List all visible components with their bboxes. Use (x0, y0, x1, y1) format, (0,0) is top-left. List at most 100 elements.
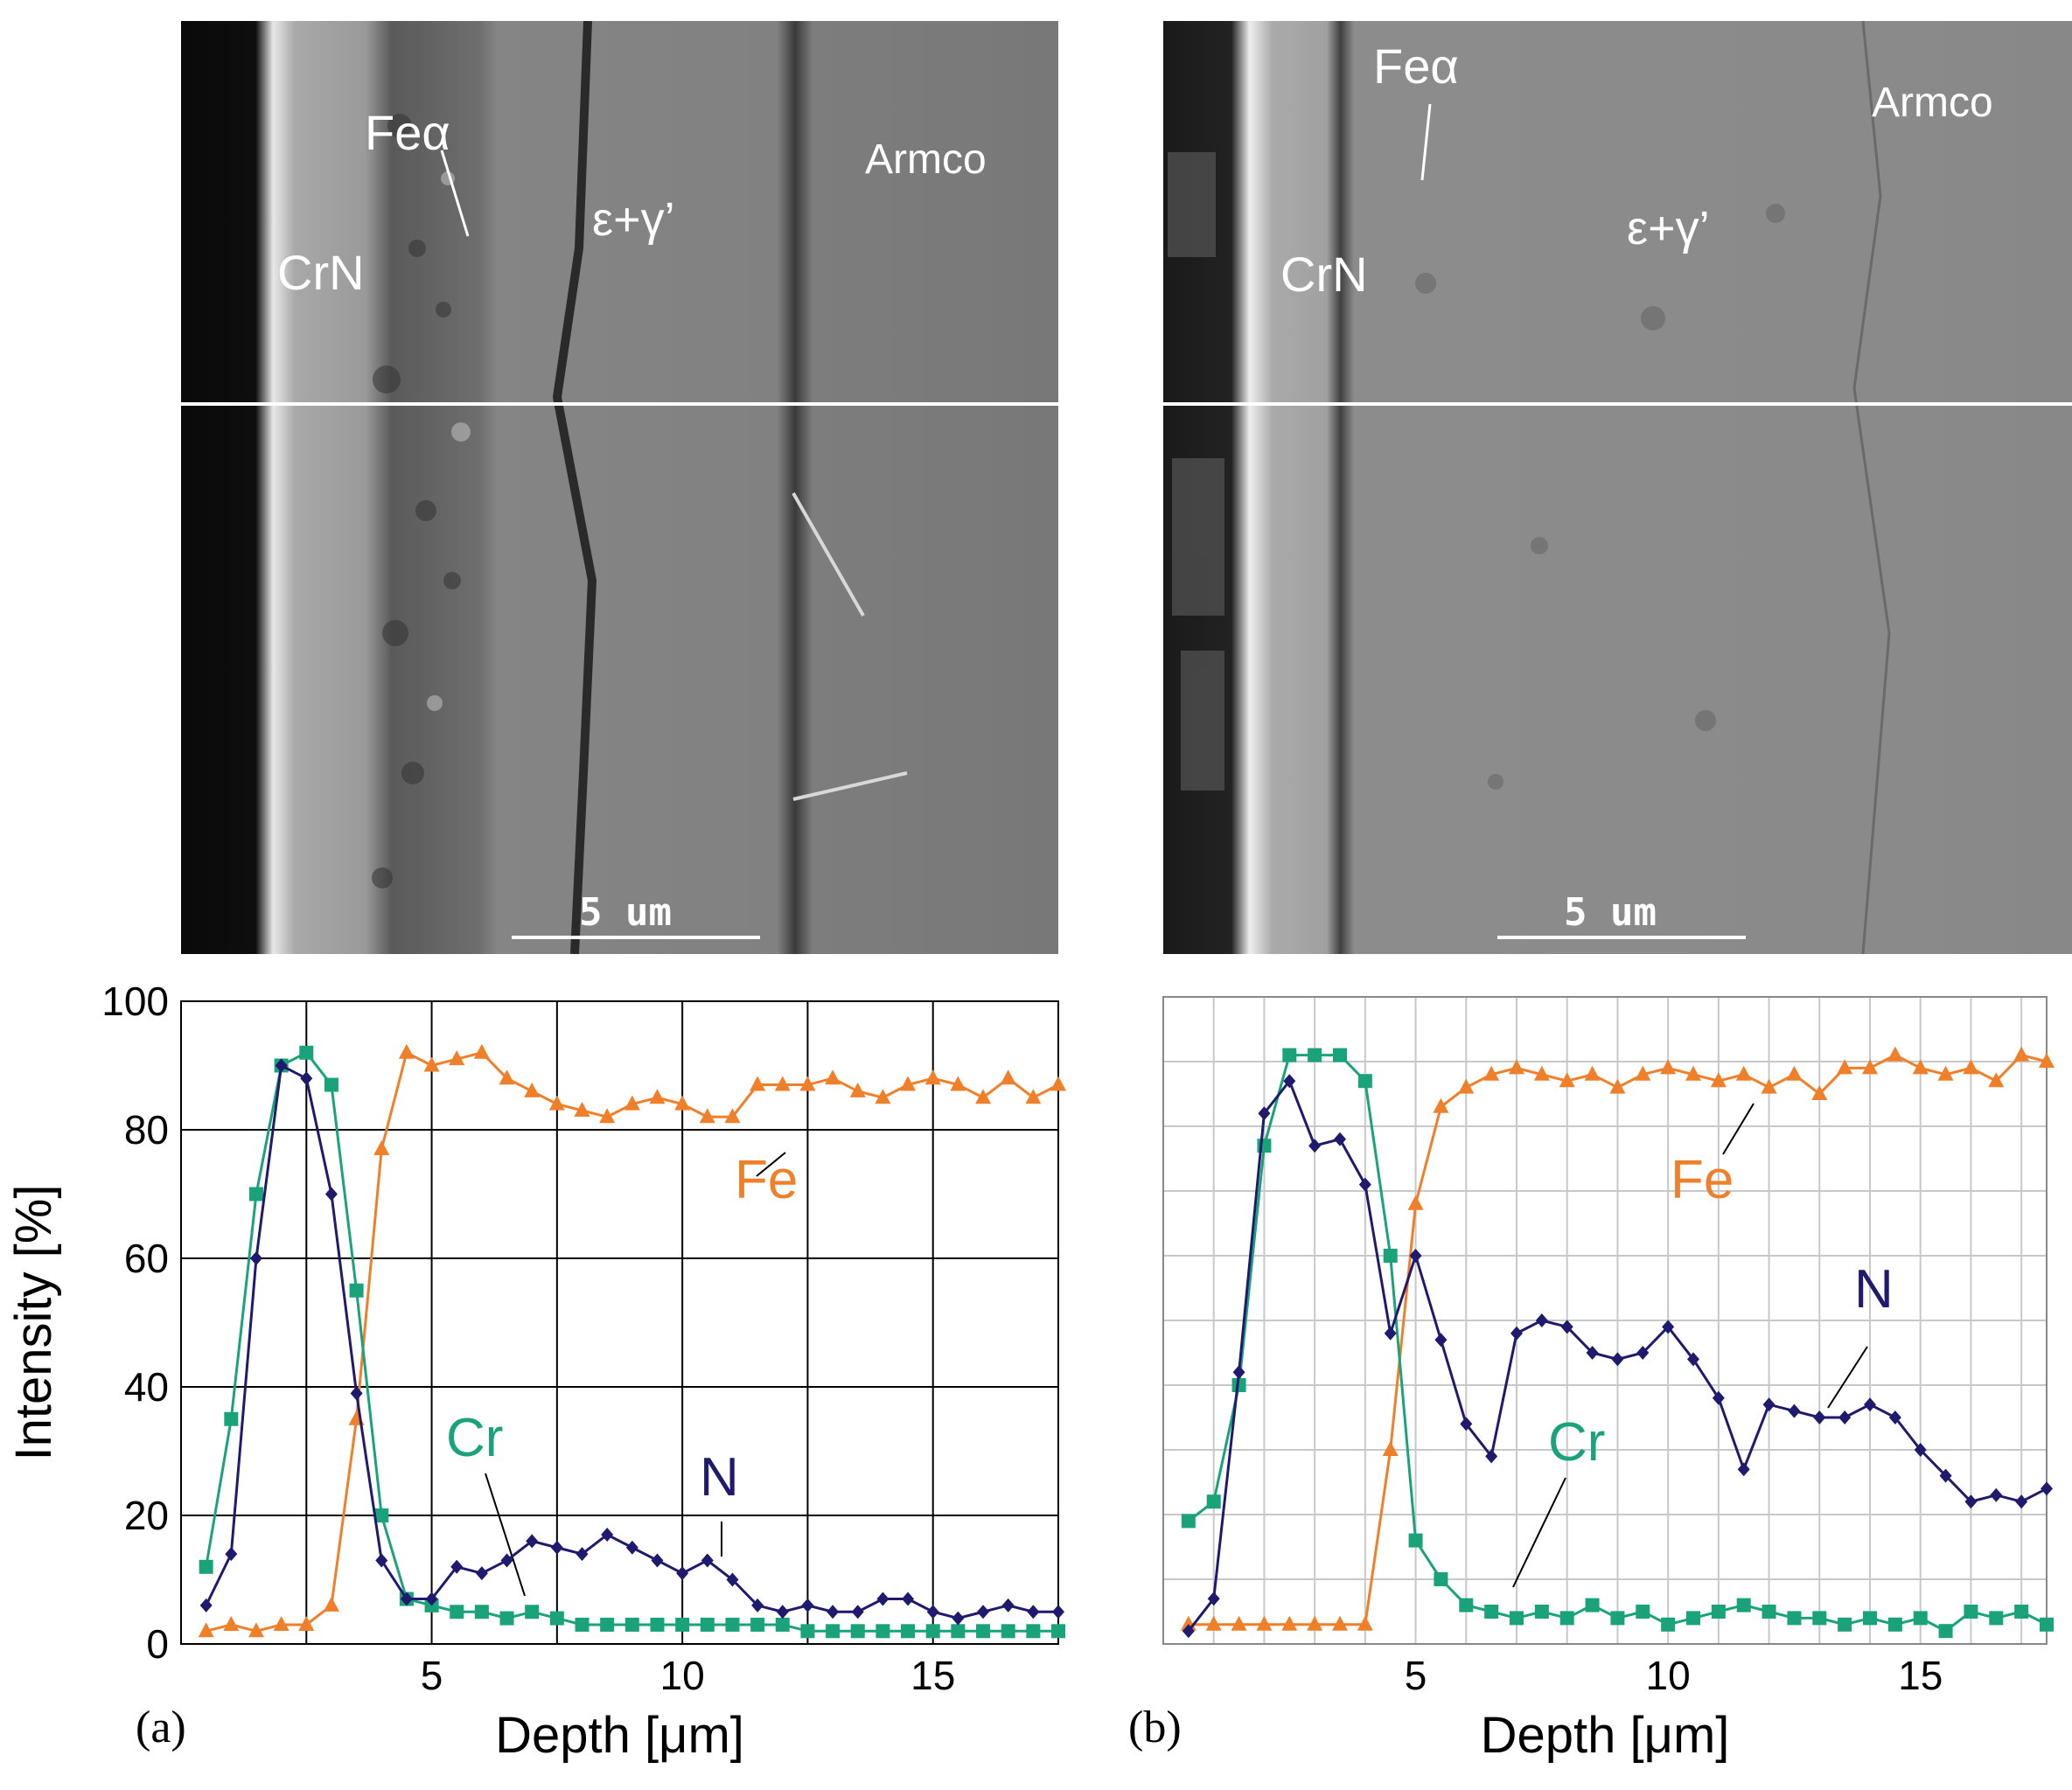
data-point-n (625, 1540, 638, 1555)
data-point-fe (223, 1615, 240, 1631)
data-point-fe (1584, 1065, 1601, 1081)
data-point-cr (1534, 1605, 1549, 1619)
data-point-n (500, 1553, 513, 1568)
data-point-fe (975, 1089, 992, 1104)
data-point-n (1308, 1139, 1322, 1153)
x-axis-label: Depth [μm] (495, 1707, 744, 1764)
data-point-n (1737, 1462, 1750, 1477)
micrograph-a-image (181, 21, 1058, 954)
data-point-fe (1963, 1059, 1979, 1075)
label-armco: Armco (1872, 80, 1993, 126)
data-point-cr (199, 1559, 213, 1574)
x-axis-label: Depth [μm] (1481, 1707, 1730, 1764)
data-point-n (1964, 1494, 1978, 1509)
data-point-fe (1458, 1078, 1475, 1094)
x-tick-label: 5 (421, 1653, 443, 1698)
label-armco: Armco (865, 136, 987, 183)
data-point-fe (1357, 1615, 1373, 1631)
data-point-cr (925, 1624, 940, 1639)
data-point-fe (1559, 1072, 1575, 1088)
data-point-cr (1989, 1611, 2004, 1626)
data-point-n (1334, 1132, 1346, 1146)
data-point-n (2015, 1494, 2028, 1509)
data-point-n (425, 1591, 438, 1606)
data-point-n (450, 1559, 464, 1574)
data-point-cr (1357, 1074, 1372, 1089)
data-point-n (1409, 1249, 1422, 1263)
data-point-fe (825, 1069, 841, 1085)
data-point-fe (799, 1076, 816, 1091)
data-point-cr (901, 1624, 916, 1639)
data-point-fe (574, 1101, 590, 1117)
data-point-n (199, 1598, 213, 1612)
data-point-cr (248, 1187, 263, 1201)
data-point-cr (299, 1045, 314, 1060)
data-point-fe (1256, 1615, 1273, 1631)
data-point-cr (876, 1624, 890, 1639)
data-point-cr (1484, 1605, 1499, 1619)
data-point-fe (750, 1076, 766, 1091)
data-point-cr (499, 1611, 514, 1626)
series-label-fe: Fe (735, 1150, 798, 1210)
data-point-cr (826, 1624, 841, 1639)
x-tick-label: 10 (1646, 1653, 1691, 1698)
data-point-cr (2040, 1617, 2054, 1632)
data-point-fe (1837, 1059, 1853, 1075)
data-point-n (2041, 1481, 2053, 1496)
data-point-cr (1938, 1624, 1953, 1639)
data-point-fe (1761, 1078, 1777, 1094)
data-point-fe (1050, 1076, 1066, 1091)
data-point-fe (1887, 1046, 1903, 1062)
data-point-n (576, 1547, 589, 1562)
data-point-cr (1434, 1572, 1448, 1586)
annotation-leader-fe (1722, 1103, 1755, 1155)
data-point-cr (549, 1611, 564, 1626)
data-point-n (1914, 1443, 1927, 1457)
data-point-fe (423, 1056, 440, 1072)
data-point-n (1560, 1320, 1573, 1334)
data-point-fe (1912, 1059, 1929, 1075)
series-label-n: N (700, 1447, 739, 1508)
data-point-n (1813, 1410, 1826, 1424)
data-point-n (375, 1553, 388, 1568)
data-point-n (776, 1605, 789, 1619)
data-point-n (1712, 1390, 1725, 1405)
data-point-fe (548, 1095, 565, 1111)
micrograph-b-image (1163, 21, 2072, 954)
data-point-cr (2014, 1605, 2029, 1619)
data-point-n (1485, 1449, 1498, 1464)
data-point-fe (1025, 1089, 1042, 1104)
data-point-fe (1735, 1065, 1752, 1081)
data-point-n (1662, 1320, 1675, 1334)
data-point-n (1636, 1346, 1650, 1360)
data-point-fe (1382, 1441, 1399, 1456)
data-point-cr (700, 1617, 715, 1632)
data-point-cr (450, 1605, 464, 1619)
data-point-n (1232, 1365, 1245, 1380)
data-point-n (676, 1566, 689, 1581)
data-point-fe (900, 1076, 917, 1091)
data-point-cr (1181, 1514, 1196, 1529)
data-point-n (1283, 1074, 1296, 1089)
data-point-cr (324, 1077, 338, 1092)
data-point-cr (349, 1283, 364, 1298)
data-point-cr (1510, 1611, 1524, 1626)
data-point-n (225, 1547, 238, 1562)
data-point-fe (1811, 1085, 1828, 1100)
data-point-n (902, 1591, 915, 1606)
data-point-cr (850, 1624, 865, 1639)
data-point-fe (1862, 1059, 1878, 1075)
data-point-cr (675, 1617, 690, 1632)
data-point-cr (800, 1624, 815, 1639)
data-point-n (1460, 1417, 1473, 1431)
data-point-n (1838, 1410, 1852, 1424)
data-point-cr (624, 1617, 639, 1632)
y-tick-label: 0 (146, 1621, 169, 1667)
label-fe-alpha: Feα (365, 105, 450, 160)
annotation-leader-cr (485, 1473, 526, 1597)
data-point-cr (1051, 1624, 1065, 1639)
data-point-n (1510, 1326, 1523, 1341)
data-point-fe (649, 1089, 666, 1104)
x-tick-label: 15 (1898, 1653, 1943, 1698)
